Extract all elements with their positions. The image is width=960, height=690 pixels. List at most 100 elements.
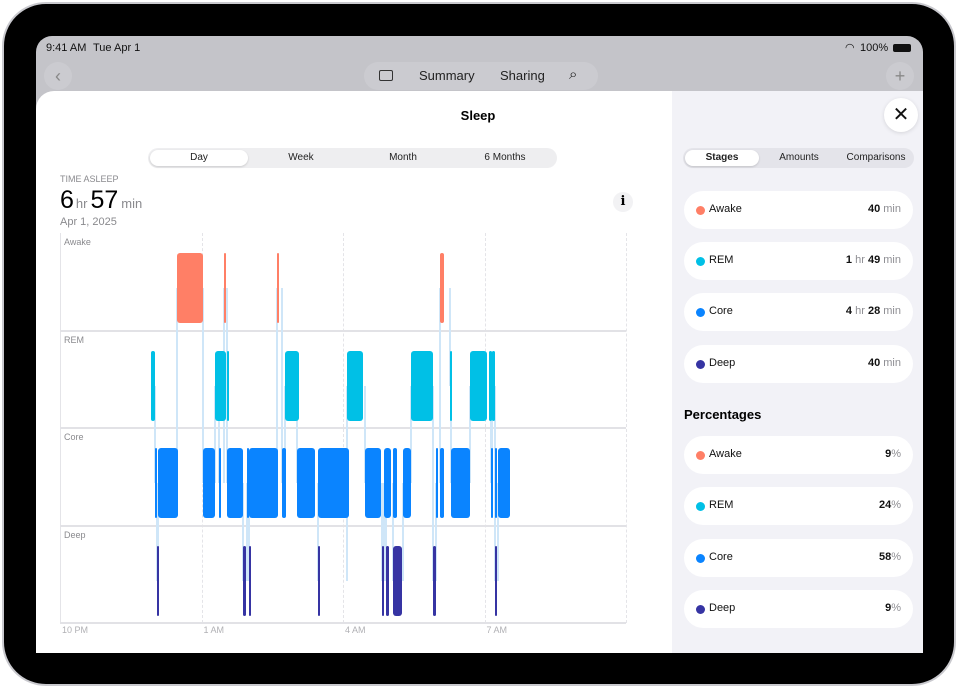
stage-transition-line [434,483,437,581]
stage-transition-line [242,483,245,581]
min-unit: min [121,196,143,211]
sleep-segment-deep [248,545,251,616]
stage-duration: 1 hr 49 min [846,254,901,266]
stage-transition-line [380,483,383,581]
stage-percentage: 9% [885,448,901,460]
add-button[interactable]: + [886,62,914,90]
sleep-segment-deep [156,545,159,616]
minutes-value: 49 [867,254,881,266]
tab-day[interactable]: Day [150,150,248,166]
sleep-segment-deep [393,545,402,616]
stage-transition-line [493,385,496,483]
sleep-segment-core [497,448,511,518]
stage-transition-line [248,483,251,581]
stage-percentage: 9% [885,602,901,614]
hours-value: 1 [845,254,853,266]
row-label-deep: Deep [64,529,86,540]
min-unit: min [883,305,901,317]
stage-percentage: 24% [879,499,901,511]
sleep-segment-core [282,448,287,518]
stage-color-dot [696,502,705,511]
tab-month[interactable]: Month [389,152,417,163]
nav-sharing[interactable]: Sharing [500,68,545,83]
row-divider [60,427,626,429]
status-date: Tue Apr 1 [93,42,141,54]
tab-week[interactable]: Week [288,152,314,163]
stage-transition-line [449,385,452,483]
hr-unit: hr [855,305,865,317]
sleep-segment-core [247,448,250,518]
tab-comparisons[interactable]: Comparisons [846,152,906,163]
stage-transition-line [496,483,499,581]
stage-transition-line [409,385,412,483]
stage-card-core[interactable]: Core 4 hr 28 min [684,293,913,331]
sleep-segment-rem [469,350,487,421]
stage-transition-line [491,385,494,483]
sleep-segment-rem [449,350,452,421]
sheet-title: Sleep [460,108,496,123]
percentage-value: 58 [878,551,892,563]
hours-value: 4 [845,305,853,317]
stage-name: Awake [709,203,742,215]
sleep-segment-awake [223,253,226,323]
stage-color-dot [696,257,705,266]
stage-transition-line [225,288,228,386]
stage-name: Core [709,305,733,317]
tab-stages[interactable]: Stages [685,150,759,166]
min-unit: min [883,254,901,266]
stage-card-awake[interactable]: Awake 40 min [684,191,913,229]
range-segmented-control: Day Week Month 6 Months [148,148,557,168]
x-tick-label: 7 AM [486,625,508,635]
date-label: Apr 1, 2025 [60,216,117,228]
sleep-segment-awake [177,253,204,323]
nav-summary[interactable]: Summary [419,68,475,83]
battery-icon [893,44,911,52]
back-button[interactable]: ‹ [44,62,72,90]
stage-color-dot [696,308,705,317]
stage-color-dot [696,360,705,369]
x-tick-label: 4 AM [345,625,366,635]
sleep-segment-rem [410,350,433,421]
sleep-segment-rem [489,350,492,421]
time-asleep-value: 6 hr 57 min [60,186,142,215]
sleep-segment-core [392,448,398,518]
stage-transition-line [225,385,228,483]
stage-transition-line [382,483,385,581]
stage-transition-line [432,385,435,581]
sleep-segment-rem [492,350,495,421]
sleep-segment-awake [276,253,279,323]
percentages-title: Percentages [684,407,762,422]
sidebar-icon[interactable] [379,70,393,81]
x-axis-line [60,622,626,624]
stage-transition-line [157,483,160,581]
row-label-awake: Awake [64,237,91,247]
search-icon[interactable]: ⌕ [569,66,578,83]
stage-transition-line [246,483,249,581]
percentage-card-deep[interactable]: Deep 9% [684,590,913,628]
min-unit: min [883,357,901,369]
sleep-segment-rem [346,350,364,421]
percentage-card-awake[interactable]: Awake 9% [684,436,913,474]
x-tick-label: 10 PM [62,625,89,635]
percentage-value: 9 [885,448,892,460]
info-button[interactable]: i [613,192,633,212]
time-asleep-label: TIME ASLEEP [60,174,119,184]
nav-pill [364,62,598,90]
percentage-card-rem[interactable]: REM 24% [684,487,913,525]
tab-amounts[interactable]: Amounts [779,152,819,163]
close-button[interactable]: ✕ [884,98,918,132]
stage-transition-line [281,288,284,483]
stage-color-dot [696,554,705,563]
stage-card-rem[interactable]: REM 1 hr 49 min [684,242,913,280]
sleep-segment-core [439,448,444,518]
tab-6-months[interactable]: 6 Months [484,152,526,163]
stage-card-deep[interactable]: Deep 40 min [684,345,913,383]
percentage-value: 9 [885,602,892,614]
stage-name: Deep [709,602,736,614]
stage-duration: 40 min [868,357,901,369]
stage-transition-line [448,288,451,386]
percentage-card-core[interactable]: Core 58% [684,539,913,577]
stage-color-dot [696,451,705,460]
stage-name: Deep [709,357,736,369]
sleep-segment-rem [151,350,156,421]
